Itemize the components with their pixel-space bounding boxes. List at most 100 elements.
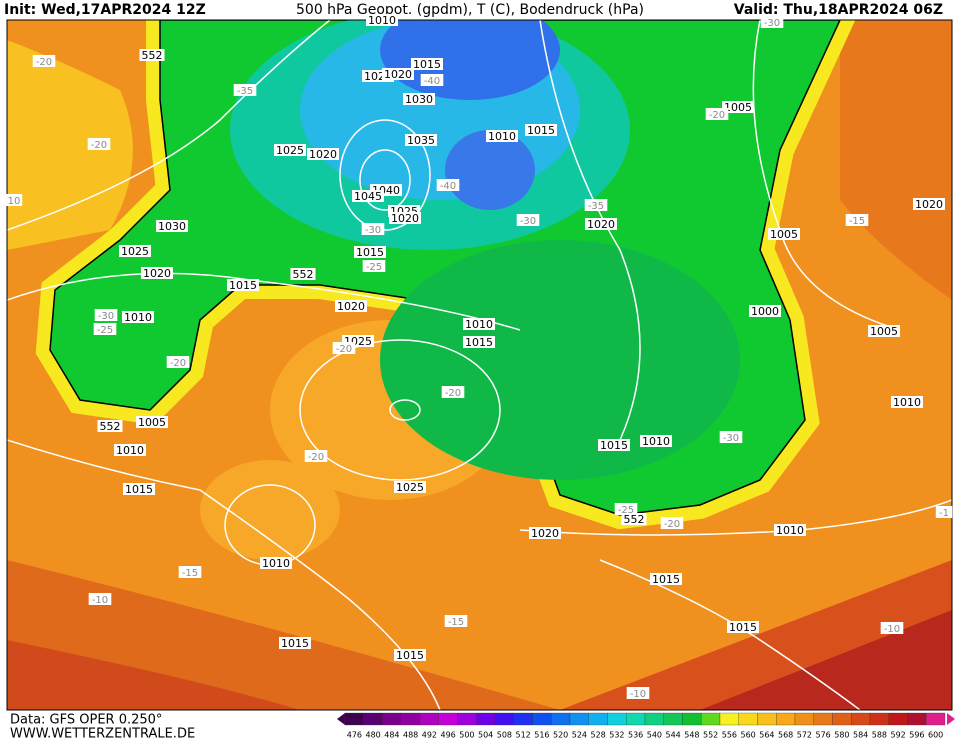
isobar-label-bg xyxy=(122,311,154,323)
colorbar-tick-label: 580 xyxy=(834,731,849,740)
temperature-label-bg xyxy=(516,214,540,226)
isobar-label: 1020 xyxy=(309,148,337,161)
isobar-label: 1015 xyxy=(527,124,555,137)
isobar-label: 1015 xyxy=(396,649,424,662)
isobar-label-bg xyxy=(114,444,146,456)
colorbar-cell xyxy=(569,712,589,726)
isobar-label-bg xyxy=(366,14,398,26)
isobar-label: 1030 xyxy=(405,93,433,106)
temperature-label: -10 xyxy=(630,689,646,700)
temperature-label: -15 xyxy=(448,617,464,628)
isobar-label: 1020 xyxy=(384,68,412,81)
colorbar-cell xyxy=(776,712,796,726)
colorbar-cell xyxy=(438,712,458,726)
temperature-label: -10 xyxy=(92,595,108,606)
temperature-label: -1 xyxy=(939,508,949,519)
isobar-label-bg xyxy=(335,300,367,312)
isobar-label: 1035 xyxy=(407,134,435,147)
isobar-label-bg xyxy=(136,416,168,428)
colorbar-arrow-low xyxy=(337,713,345,725)
colorbar-tick-label: 516 xyxy=(534,731,549,740)
colorbar-cell xyxy=(851,712,871,726)
temperature-label: -10 xyxy=(884,624,900,635)
isobar-label-bg xyxy=(290,268,316,280)
colorbar-tick-label: 512 xyxy=(515,731,530,740)
isobar-label-bg xyxy=(486,130,518,142)
temperature-label-bg xyxy=(233,84,257,96)
isobar-label: 1020 xyxy=(531,527,559,540)
isobar-label-bg xyxy=(525,124,557,136)
isobar-label-bg xyxy=(529,527,561,539)
colorbar-cell xyxy=(794,712,814,726)
field-hot xyxy=(700,610,952,710)
isobar-label-bg xyxy=(774,524,806,536)
colorbar-tick-label: 592 xyxy=(890,731,905,740)
colorbar-tick-label: 496 xyxy=(440,731,455,740)
data-source: Data: GFS OPER 0.250° xyxy=(10,713,162,728)
colorbar-tick-label: 536 xyxy=(628,731,643,740)
temperature-label: -25 xyxy=(97,325,113,336)
isobar-label-bg xyxy=(382,68,414,80)
isobar-label-bg xyxy=(598,439,630,451)
isobar-label: 1010 xyxy=(262,557,290,570)
isobar-label: 1005 xyxy=(870,325,898,338)
isobar-label: 1015 xyxy=(652,573,680,586)
colorbar-tick-label: 540 xyxy=(647,731,662,740)
isobar-label: 1020 xyxy=(915,198,943,211)
isobar-label: 1020 xyxy=(587,218,615,231)
map-title: 500 hPa Geopot. (gpdm), T (C), Bodendruc… xyxy=(296,2,644,18)
isobar-label-bg xyxy=(768,228,800,240)
site: WWW.WETTERZENTRALE.DE xyxy=(10,727,195,741)
isobar-label: 1010 xyxy=(124,311,152,324)
colorbar-tick-label: 508 xyxy=(497,731,512,740)
isobar-label: 552 xyxy=(624,513,645,526)
colorbar-cell xyxy=(869,712,889,726)
isobar-label: 1005 xyxy=(770,228,798,241)
temperature-label-bg xyxy=(87,138,111,150)
temperature-label: -30 xyxy=(764,18,780,29)
isobar-label: 1025 xyxy=(396,481,424,494)
isobar-label-bg xyxy=(411,58,443,70)
isobar-label-bg xyxy=(260,557,292,569)
isobar-label-bg xyxy=(389,212,421,224)
colorbar-cell xyxy=(644,712,664,726)
field-east xyxy=(840,20,952,300)
isobar-label-bg xyxy=(119,245,151,257)
field-cold-core xyxy=(445,130,535,210)
field-hot-sw xyxy=(7,640,300,710)
colorbar-cell xyxy=(701,712,721,726)
isobar-label: 1020 xyxy=(391,212,419,225)
isobar-label: 1025 xyxy=(121,245,149,258)
temperature-label-bg xyxy=(626,687,650,699)
isobar-label-bg xyxy=(405,134,437,146)
isobar-label: 1010 xyxy=(368,14,396,27)
isobar-label: 552 xyxy=(142,49,163,62)
colorbar-tick-label: 568 xyxy=(778,731,793,740)
isobar-label-bg xyxy=(722,101,754,113)
isobar-label-bg xyxy=(749,305,781,317)
isobar-label-bg xyxy=(141,267,173,279)
colorbar-tick-label: 484 xyxy=(384,731,399,740)
isobar-label-bg xyxy=(585,218,617,230)
colorbar-tick-label: 596 xyxy=(909,731,924,740)
temperature-label-bg xyxy=(614,503,638,515)
colorbar-cell xyxy=(401,712,421,726)
init-time: Init: Wed,17APR2024 12Z xyxy=(4,2,206,18)
colorbar-tick-label: 572 xyxy=(797,731,812,740)
temperature-label-bg xyxy=(93,323,117,335)
temperature-label-bg xyxy=(420,74,444,86)
colorbar-cell xyxy=(476,712,496,726)
colorbar-tick-label: 556 xyxy=(722,731,737,740)
temperature-label-bg xyxy=(845,214,869,226)
isobar-label: 1015 xyxy=(125,483,153,496)
isobar-label-bg xyxy=(868,325,900,337)
isobar-label: 1010 xyxy=(642,435,670,448)
isobar-label: 1015 xyxy=(729,621,757,634)
isobar-label-bg xyxy=(139,49,165,61)
isobar-label-bg xyxy=(621,513,647,525)
isobar-label: 1030 xyxy=(158,220,186,233)
temperature-label: -40 xyxy=(440,181,456,192)
temperature-label: -20 xyxy=(91,140,107,151)
colorbar-cell xyxy=(832,712,852,726)
isobar-label-bg xyxy=(274,144,306,156)
